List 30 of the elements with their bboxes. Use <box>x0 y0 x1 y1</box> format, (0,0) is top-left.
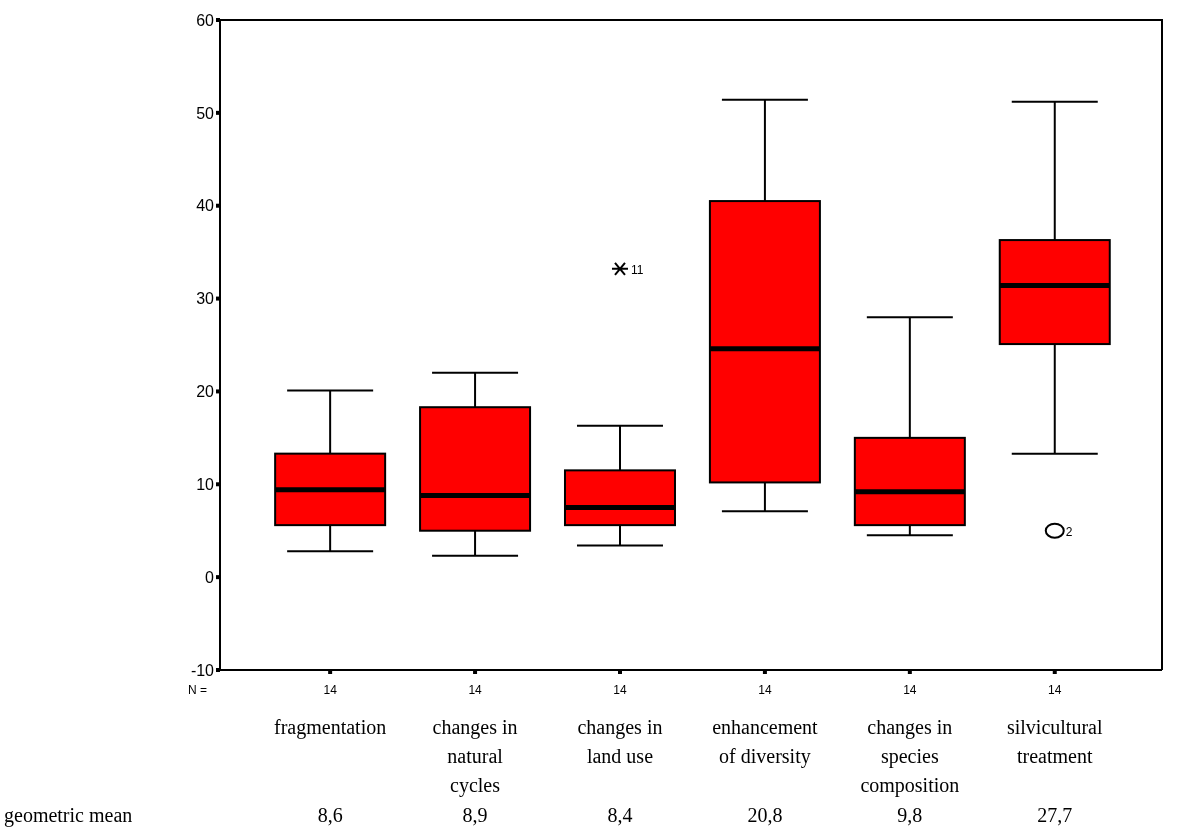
y-tick-label: 30 <box>196 290 215 308</box>
text: 9,8 <box>897 804 923 826</box>
x-tick-label: changes in land use <box>577 716 663 767</box>
annotation: 2 <box>1065 524 1073 539</box>
text: 14 <box>903 683 917 697</box>
annotation: 11 <box>630 262 644 277</box>
text: 8,6 <box>317 804 343 826</box>
text: 14 <box>323 683 338 697</box>
text: 14 <box>758 683 772 697</box>
x-tick-label: fragmentation <box>274 716 387 739</box>
text: 8,4 <box>607 804 633 826</box>
y-tick-label: 0 <box>205 568 215 586</box>
x-tick-label: changes in species composition <box>860 716 960 797</box>
y-tick-label: 10 <box>196 475 215 493</box>
y-tick-label: 40 <box>196 197 215 215</box>
text: 8,9 <box>462 804 488 826</box>
y-tick-label: 50 <box>196 104 215 122</box>
x-tick-label: enhancement of diversity <box>712 716 819 768</box>
text: geometric mean <box>4 804 133 827</box>
text: 14 <box>1048 683 1062 697</box>
x-tick-label: changes in natural cycles <box>432 716 518 797</box>
text: 27,7 <box>1037 804 1073 826</box>
text: 14 <box>613 683 627 697</box>
text: 14 <box>468 683 483 697</box>
text: N = <box>187 683 207 697</box>
y-tick-label: 20 <box>196 383 215 401</box>
text: 20,8 <box>747 804 783 826</box>
y-tick-label: 60 <box>196 11 215 29</box>
x-tick-label: silvicultural treatment <box>1006 716 1103 767</box>
y-tick-label: -10 <box>190 661 215 679</box>
